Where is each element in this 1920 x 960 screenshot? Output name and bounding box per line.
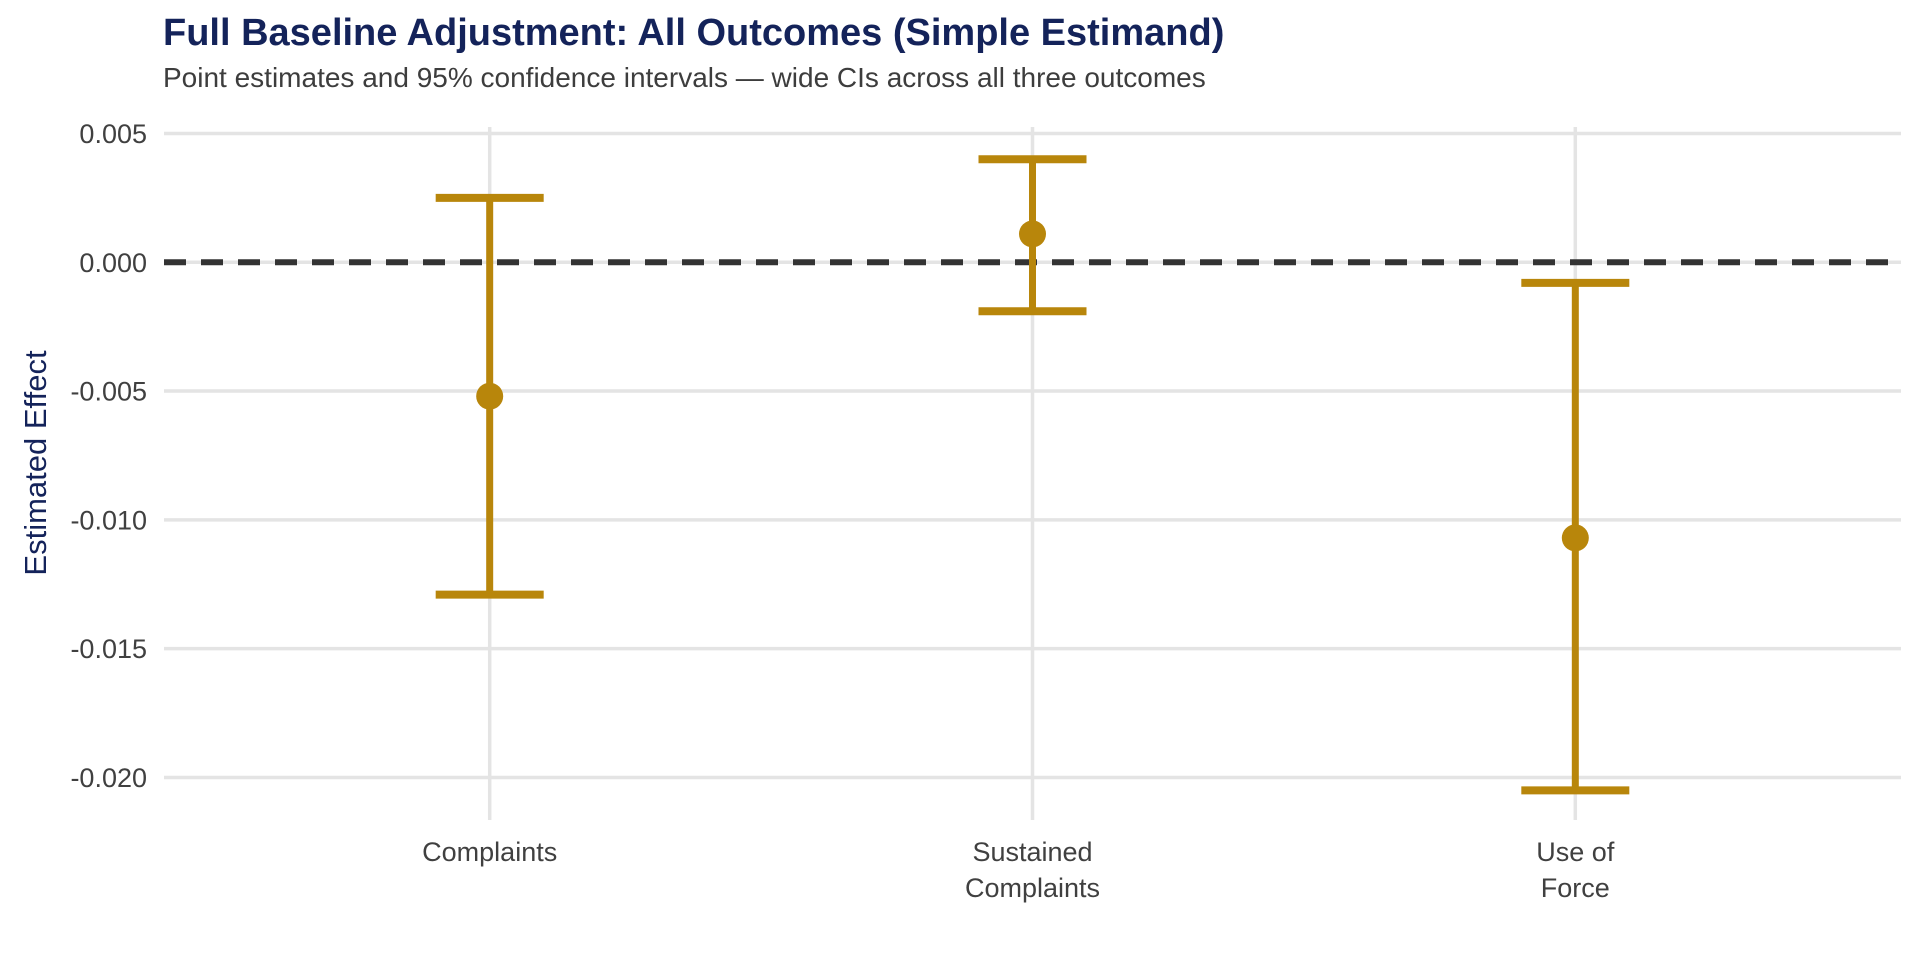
chart-subtitle: Point estimates and 95% confidence inter…: [163, 62, 1206, 93]
point-estimate: [1019, 220, 1046, 248]
x-category-label: Complaints: [965, 873, 1100, 903]
y-tick-label: 0.005: [79, 119, 147, 149]
chart-title: Full Baseline Adjustment: All Outcomes (…: [163, 12, 1225, 54]
y-tick-label: -0.010: [70, 505, 147, 535]
y-tick-label: 0.000: [79, 248, 147, 278]
point-estimate: [476, 382, 504, 410]
y-tick-label: -0.015: [70, 634, 147, 664]
y-tick-label: -0.005: [70, 377, 147, 407]
x-category-label: Use of: [1536, 837, 1615, 867]
x-category-label: Force: [1541, 873, 1610, 903]
y-tick-label: -0.020: [70, 763, 147, 793]
x-category-label: Complaints: [422, 837, 557, 867]
point-estimate: [1561, 524, 1589, 552]
x-category-label: Sustained: [972, 837, 1092, 867]
